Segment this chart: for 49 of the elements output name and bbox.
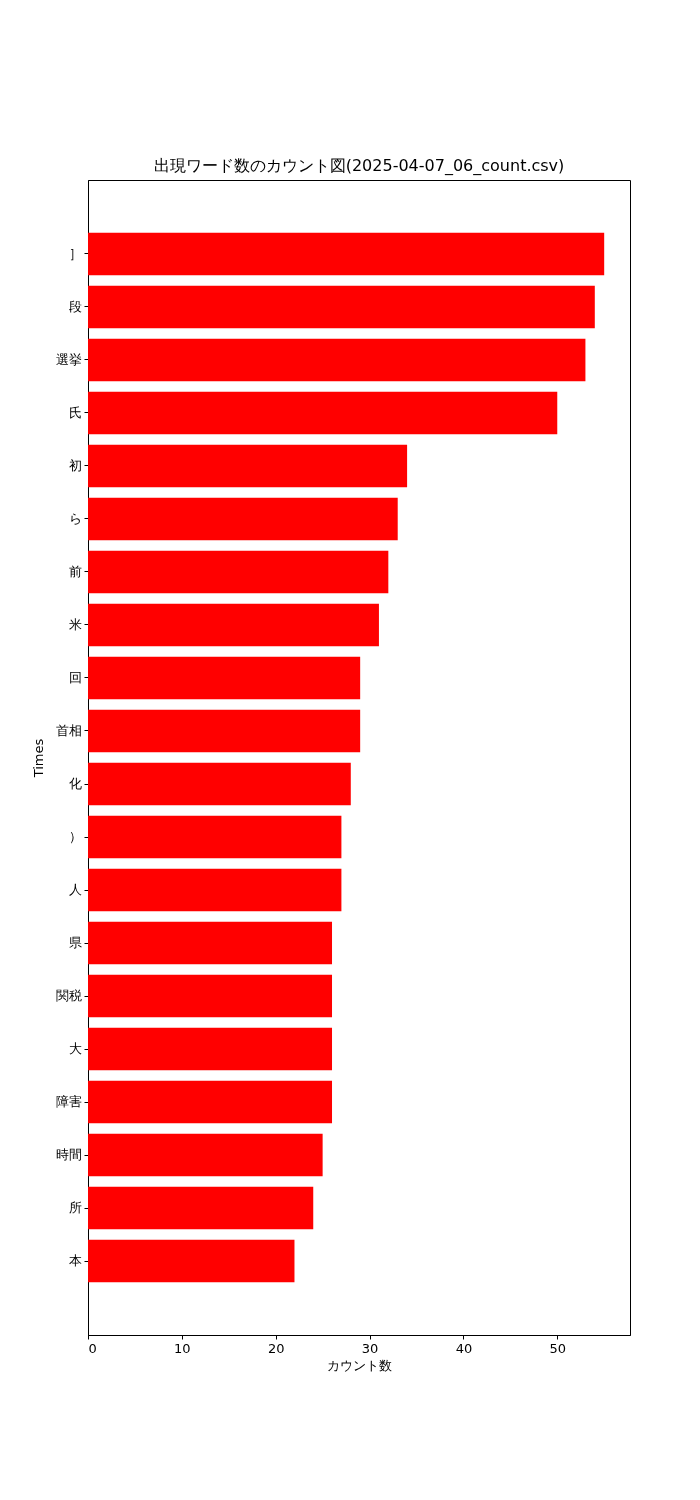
y-tick-label: 本 xyxy=(68,1253,82,1269)
bar xyxy=(88,1186,314,1230)
x-axis-title: カウント数 xyxy=(327,1357,392,1373)
y-tick-label: 前 xyxy=(68,563,82,579)
x-tick-label: 40 xyxy=(455,1340,473,1356)
y-tick-label: ら xyxy=(68,510,82,526)
x-tick-label: 10 xyxy=(174,1340,191,1356)
y-tick-label: 米 xyxy=(68,616,82,632)
x-tick-label: 20 xyxy=(267,1340,285,1356)
y-tick-label: 時間 xyxy=(55,1147,82,1163)
bar xyxy=(88,1027,333,1071)
bar xyxy=(88,1133,323,1177)
y-tick-label: 県 xyxy=(68,935,82,951)
bar xyxy=(88,762,351,806)
bar xyxy=(88,974,333,1018)
bar xyxy=(88,656,361,700)
bar xyxy=(88,232,605,276)
y-tick-label: 回 xyxy=(68,669,82,685)
bar xyxy=(88,497,398,541)
y-tick-label: 所 xyxy=(68,1200,82,1216)
y-tick-label: 人 xyxy=(68,882,82,898)
y-tick-label: 段 xyxy=(68,298,82,314)
y-tick-label: 障害 xyxy=(55,1094,82,1110)
x-tick-label: 30 xyxy=(361,1340,379,1356)
bar xyxy=(88,444,408,488)
bar xyxy=(88,603,379,647)
bar xyxy=(88,391,558,435)
bar xyxy=(88,550,389,594)
bar xyxy=(88,921,333,965)
y-tick-label: 関税 xyxy=(55,988,82,1004)
bar xyxy=(88,285,595,329)
y-axis-title: Times xyxy=(30,738,46,779)
bar xyxy=(88,709,361,753)
y-tick-label: 選挙 xyxy=(55,351,82,367)
y-tick-label: 氏 xyxy=(68,404,82,420)
y-tick-label: ） xyxy=(68,829,82,845)
y-tick-label: 化 xyxy=(68,776,82,791)
chart-title: 出現ワード数のカウント図(2025-04-07_06_count.csv) xyxy=(153,156,565,176)
bar xyxy=(88,1239,295,1283)
bar xyxy=(88,815,342,859)
y-tick-label: 大 xyxy=(68,1041,82,1057)
bar xyxy=(88,868,342,912)
y-tick-label: 初 xyxy=(68,457,82,473)
y-tick-label: 首相 xyxy=(55,723,82,738)
bar xyxy=(88,1080,333,1124)
bar xyxy=(88,338,586,382)
x-tick-label: 0 xyxy=(88,1340,97,1356)
y-tick-label: ］ xyxy=(68,245,82,261)
x-tick-label: 50 xyxy=(549,1340,567,1356)
